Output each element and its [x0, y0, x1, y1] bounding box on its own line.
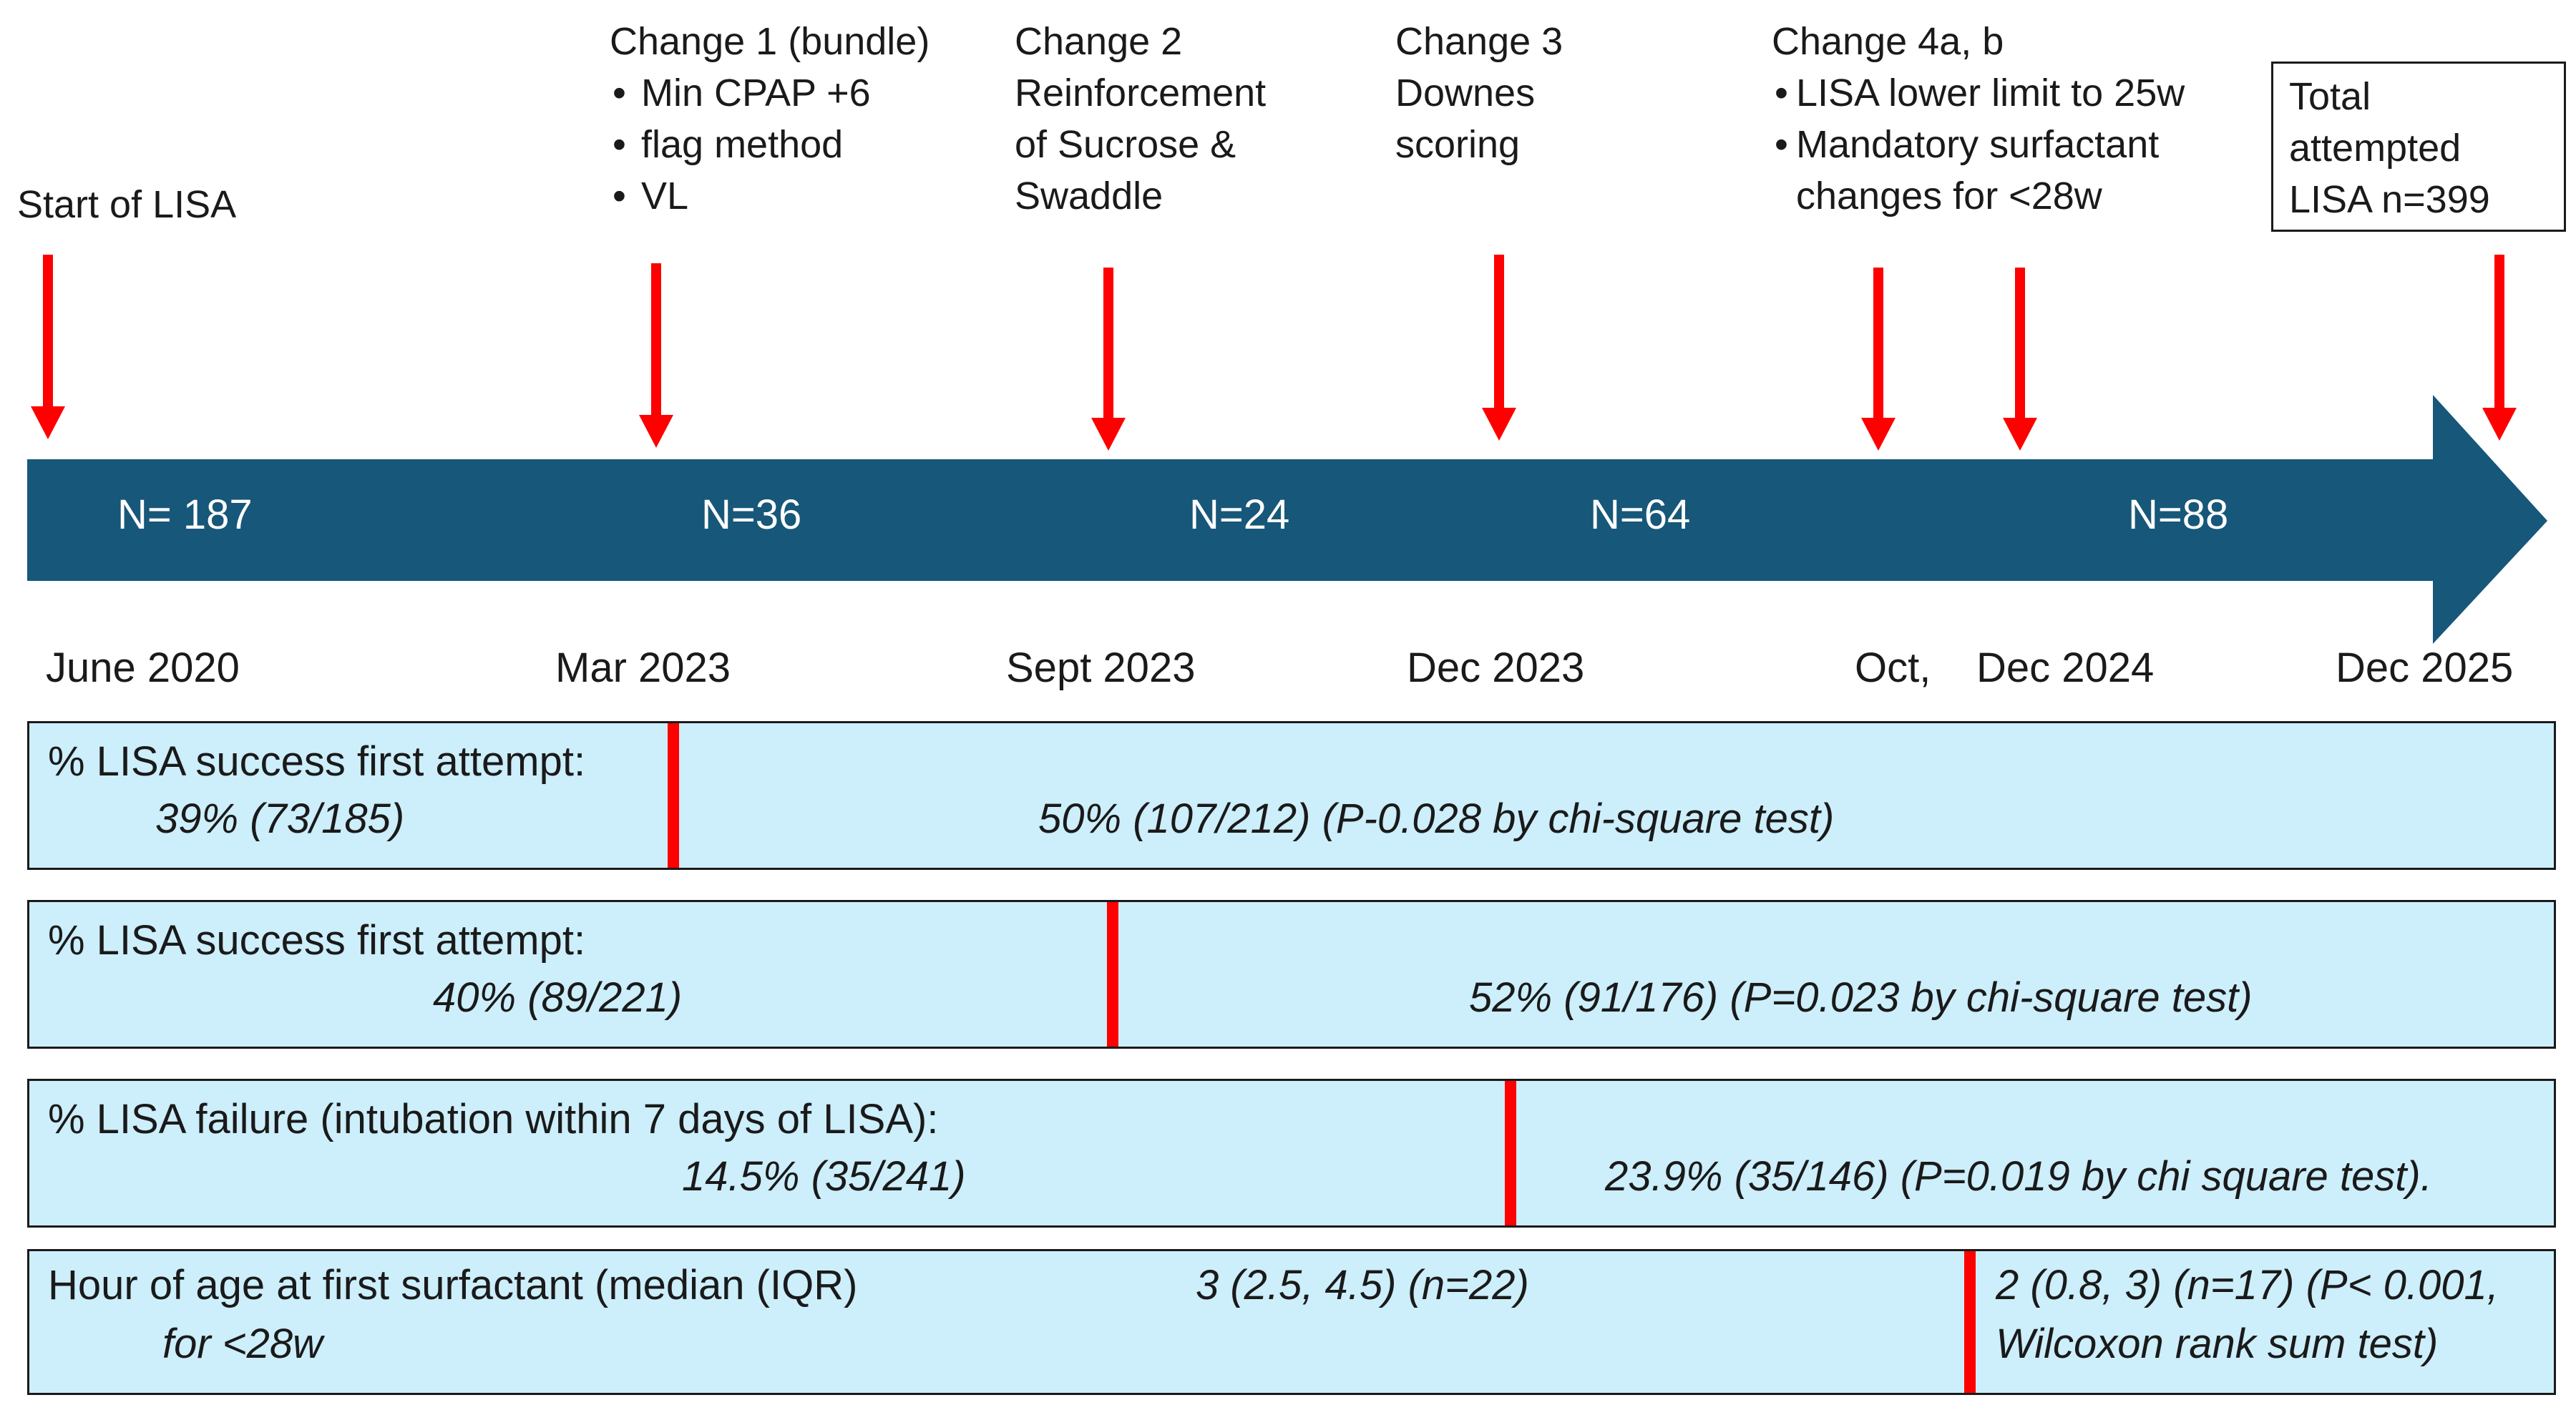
- change-divider: [1964, 1251, 1976, 1393]
- panel-heading: Hour of age at first surfactant (median …: [48, 1262, 858, 1308]
- total-box-line: Total: [2289, 75, 2371, 118]
- date-label: Mar 2023: [555, 645, 731, 691]
- segment-count-label: N=24: [1189, 491, 1290, 538]
- event-change2-line: Reinforcement: [1015, 72, 1267, 114]
- event-change2-label: Change 2 Reinforcement of Sucrose & Swad…: [1015, 16, 1266, 222]
- event-change2-line: of Sucrose &: [1015, 123, 1236, 166]
- marker-arrow-end: [2482, 255, 2517, 441]
- event-change2-title: Change 2: [1015, 20, 1183, 63]
- panel-after-value: 52% (91/176) (P=0.023 by chi-square test…: [1469, 974, 2253, 1021]
- timeline-arrow-shape: [27, 395, 2547, 644]
- panel-before-value: 14.5% (35/241): [682, 1153, 966, 1200]
- event-change1-bullet: flag method: [610, 119, 930, 170]
- event-change3-line: Downes: [1395, 72, 1536, 114]
- date-label: June 2020: [46, 645, 240, 691]
- panel-after-value: Wilcoxon rank sum test): [1996, 1321, 2439, 1367]
- result-panel: % LISA success first attempt: 39% (73/18…: [27, 721, 2556, 870]
- marker-arrow-change2: [1091, 268, 1126, 451]
- total-box-line: LISA n=399: [2289, 178, 2490, 221]
- date-label: Oct,: [1855, 645, 1931, 691]
- marker-arrow-change4a: [1861, 268, 1896, 451]
- date-label: Dec 2023: [1407, 645, 1585, 691]
- event-change3-line: scoring: [1395, 123, 1521, 166]
- panel-before-value: 39% (73/185): [155, 795, 405, 842]
- event-change3-label: Change 3 Downes scoring: [1395, 16, 1563, 170]
- segment-count-label: N=36: [701, 491, 802, 538]
- segment-count-label: N=88: [2128, 491, 2229, 538]
- event-change3-title: Change 3: [1395, 20, 1563, 63]
- panel-heading: % LISA success first attempt:: [48, 738, 586, 785]
- event-change4-bullets: LISA lower limit to 25w Mandatory surfac…: [1772, 67, 2258, 222]
- change-divider: [668, 723, 679, 868]
- timeline-bar: [27, 395, 2547, 644]
- event-change4-label: Change 4a, b LISA lower limit to 25w Man…: [1772, 16, 2258, 222]
- event-change1-label: Change 1 (bundle) Min CPAP +6 flag metho…: [610, 16, 930, 222]
- panel-after-value: 50% (107/212) (P-0.028 by chi-square tes…: [1038, 795, 1835, 842]
- event-change1-bullet: VL: [610, 170, 930, 222]
- marker-arrow-change1: [639, 263, 673, 448]
- date-label: Dec 2025: [2336, 645, 2514, 691]
- event-change2-line: Swaddle: [1015, 175, 1163, 217]
- marker-arrow-change3: [1482, 255, 1516, 441]
- panel-after-value: 23.9% (35/146) (P=0.019 by chi square te…: [1605, 1153, 2432, 1200]
- panel-heading: % LISA failure (intubation within 7 days…: [48, 1096, 939, 1142]
- panel-before-value: 40% (89/221): [433, 974, 683, 1021]
- panel-heading: % LISA success first attempt:: [48, 917, 586, 964]
- marker-arrow-start: [31, 255, 65, 439]
- result-panel: % LISA success first attempt: 40% (89/22…: [27, 900, 2556, 1049]
- panel-after-value: 2 (0.8, 3) (n=17) (P< 0.001,: [1996, 1262, 2499, 1308]
- segment-count-label: N= 187: [117, 491, 253, 538]
- result-panel: Hour of age at first surfactant (median …: [27, 1249, 2556, 1395]
- segment-count-label: N=64: [1590, 491, 1691, 538]
- total-box-line: attempted: [2289, 127, 2462, 170]
- panel-heading-qualifier: for <28w: [162, 1321, 323, 1367]
- event-change1-bullet: Min CPAP +6: [610, 67, 930, 119]
- panel-before-value: 3 (2.5, 4.5) (n=22): [1196, 1262, 1529, 1308]
- change-divider: [1107, 902, 1118, 1047]
- result-panel: % LISA failure (intubation within 7 days…: [27, 1079, 2556, 1228]
- event-change4-title: Change 4a, b: [1772, 20, 2004, 63]
- event-change4-bullet: LISA lower limit to 25w: [1772, 67, 2258, 119]
- date-label: Sept 2023: [1006, 645, 1196, 691]
- date-label: Dec 2024: [1976, 645, 2155, 691]
- event-start-label: Start of LISA: [17, 179, 236, 230]
- event-change4-bullet: Mandatory surfactant changes for <28w: [1772, 119, 2258, 222]
- change-divider: [1505, 1081, 1516, 1225]
- event-change1-title: Change 1 (bundle): [610, 20, 930, 63]
- event-change1-bullets: Min CPAP +6 flag method VL: [610, 67, 930, 222]
- total-attempted-box: Total attempted LISA n=399: [2271, 62, 2566, 232]
- event-start-title: Start of LISA: [17, 183, 237, 226]
- marker-arrow-change4b: [2003, 268, 2037, 451]
